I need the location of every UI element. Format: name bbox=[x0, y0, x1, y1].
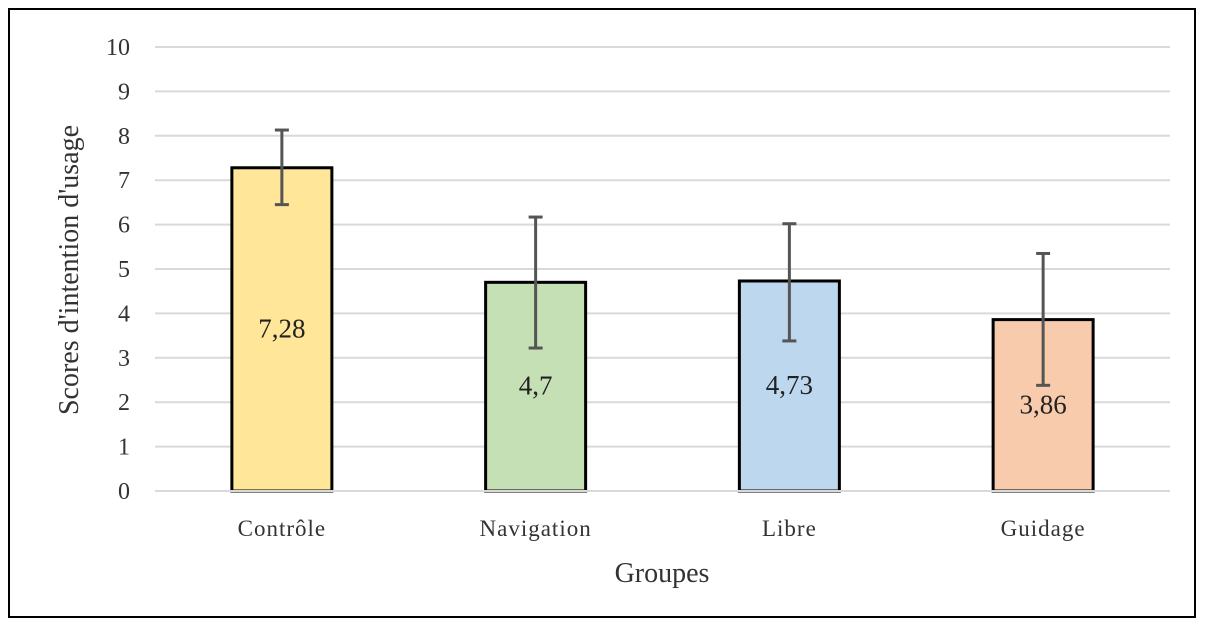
data-label-3: 3,86 bbox=[1020, 389, 1067, 419]
y-tick-label-9: 9 bbox=[118, 79, 130, 105]
data-labels: 7,28 4,7 4,73 3,86 bbox=[258, 313, 1067, 419]
y-tick-label-8: 8 bbox=[118, 124, 130, 150]
x-axis-title: Groupes bbox=[615, 558, 710, 589]
data-label-0: 7,28 bbox=[258, 313, 305, 343]
y-tick-label-0: 0 bbox=[118, 479, 130, 505]
x-tick-label-2: Libre bbox=[762, 516, 817, 541]
error-bars bbox=[274, 128, 1051, 387]
x-axis-categories: Contrôle Navigation Libre Guidage bbox=[238, 516, 1086, 541]
data-label-2: 4,73 bbox=[766, 370, 813, 400]
x-tick-label-3: Guidage bbox=[1001, 516, 1086, 541]
bar-chart: 0 1 2 3 4 5 6 7 8 9 10 7,28 4,7 4,73 3,86 Contrôle Nav… bbox=[54, 35, 1170, 589]
y-axis-title: Scores d'intention d'usage bbox=[54, 125, 85, 415]
y-axis-ticks: 0 1 2 3 4 5 6 7 8 9 10 bbox=[106, 35, 130, 505]
y-tick-label-1: 1 bbox=[118, 435, 130, 461]
y-tick-label-4: 4 bbox=[118, 301, 130, 327]
x-tick-label-1: Navigation bbox=[480, 516, 592, 541]
y-tick-label-3: 3 bbox=[118, 346, 130, 372]
y-tick-label-6: 6 bbox=[118, 213, 130, 239]
y-tick-label-10: 10 bbox=[106, 35, 130, 61]
y-tick-label-5: 5 bbox=[118, 257, 130, 283]
chart-frame: 0 1 2 3 4 5 6 7 8 9 10 7,28 4,7 4,73 3,86 Contrôle Nav… bbox=[8, 8, 1196, 618]
bars bbox=[230, 166, 1095, 493]
y-tick-label-2: 2 bbox=[118, 390, 130, 416]
data-label-1: 4,7 bbox=[519, 371, 553, 401]
y-tick-label-7: 7 bbox=[118, 168, 130, 194]
x-tick-label-0: Contrôle bbox=[238, 516, 327, 541]
